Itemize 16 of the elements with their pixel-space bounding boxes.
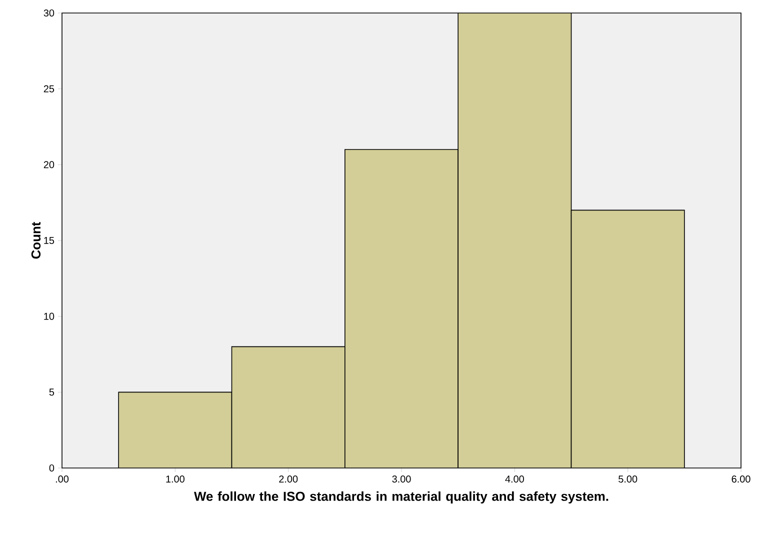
y-tick-label: 5	[49, 388, 54, 396]
y-tick-label: 30	[44, 9, 54, 17]
y-tick-label: 0	[49, 464, 54, 472]
x-tick-label: 2.00	[279, 476, 298, 483]
x-tick-label: 6.00	[732, 476, 750, 483]
x-axis-title: We follow the ISO standards in material quality and safety system.	[194, 491, 608, 504]
x-tick-label: 4.00	[505, 476, 524, 483]
y-tick-label: 20	[44, 161, 54, 168]
y-tick-label: 25	[44, 85, 54, 92]
y-axis-title: Count	[31, 222, 41, 259]
x-tick-label: .00	[56, 476, 69, 483]
x-tick-label: 1.00	[166, 476, 184, 483]
x-tick-label: 5.00	[618, 476, 638, 483]
y-tick-label: 10	[44, 312, 54, 320]
y-tick-label: 15	[44, 237, 54, 244]
x-tick-label: 3.00	[392, 476, 411, 483]
